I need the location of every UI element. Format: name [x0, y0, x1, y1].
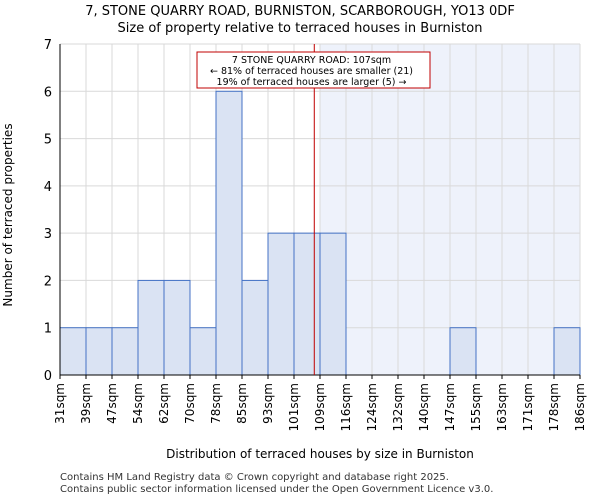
histogram-bar	[137, 279, 165, 376]
x-tick-label: 62sqm	[157, 383, 171, 424]
x-tick-label: 155sqm	[469, 383, 483, 431]
x-tick-label: 109sqm	[313, 383, 327, 431]
histogram-bar	[267, 232, 295, 376]
chart-title: 7, STONE QUARRY ROAD, BURNISTON, SCARBOR…	[85, 4, 515, 19]
histogram-bar	[111, 327, 139, 376]
histogram-bar	[553, 327, 581, 376]
x-tick-label: 93sqm	[261, 383, 275, 424]
histogram-bar	[85, 327, 113, 376]
x-tick-label: 178sqm	[547, 383, 561, 431]
y-tick-label: 0	[44, 369, 52, 384]
histogram-bar	[293, 232, 321, 376]
y-tick-label: 7	[44, 38, 52, 53]
x-axis-label: Distribution of terraced houses by size …	[166, 447, 474, 461]
annotation-box	[196, 51, 431, 89]
footer-copyright: Contains HM Land Registry data © Crown c…	[60, 472, 449, 483]
x-tick-label: 147sqm	[443, 383, 457, 431]
y-tick-label: 6	[44, 85, 52, 100]
y-tick-label: 1	[44, 322, 52, 337]
y-tick-label: 5	[44, 133, 52, 148]
y-tick-label: 2	[44, 274, 52, 289]
x-tick-label: 101sqm	[287, 383, 301, 431]
x-tick-label: 70sqm	[183, 383, 197, 424]
annotation-line: 7 STONE QUARRY ROAD: 107sqm	[232, 55, 391, 66]
x-tick-label: 124sqm	[365, 383, 379, 431]
footer-licence: Contains public sector information licen…	[60, 484, 494, 495]
x-tick-label: 132sqm	[391, 383, 405, 431]
x-tick-label: 39sqm	[79, 383, 93, 424]
x-tick-label: 116sqm	[339, 383, 353, 431]
x-tick-label: 163sqm	[495, 383, 509, 431]
x-tick-label: 54sqm	[131, 383, 145, 424]
histogram-bar	[215, 90, 243, 376]
histogram-bar	[241, 279, 269, 376]
x-tick-label: 47sqm	[105, 383, 119, 424]
x-tick-label: 140sqm	[417, 383, 431, 431]
x-tick-label: 85sqm	[235, 383, 249, 424]
y-axis-label: Number of terraced properties	[1, 123, 15, 306]
chart-subtitle: Size of property relative to terraced ho…	[117, 21, 483, 36]
x-tick-label: 171sqm	[521, 383, 535, 431]
annotation-line: ← 81% of terraced houses are smaller (21…	[210, 66, 413, 77]
x-tick-label: 31sqm	[53, 383, 67, 424]
histogram-bar	[449, 327, 477, 376]
x-tick-label: 78sqm	[209, 383, 223, 424]
x-tick-label: 186sqm	[573, 383, 587, 431]
histogram-bar	[189, 327, 217, 376]
histogram-bar	[319, 232, 347, 376]
histogram-bar	[59, 327, 87, 376]
y-tick-label: 4	[44, 180, 52, 195]
histogram-bar	[163, 279, 191, 376]
y-tick-label: 3	[44, 227, 52, 242]
annotation-line: 19% of terraced houses are larger (5) →	[217, 77, 407, 88]
